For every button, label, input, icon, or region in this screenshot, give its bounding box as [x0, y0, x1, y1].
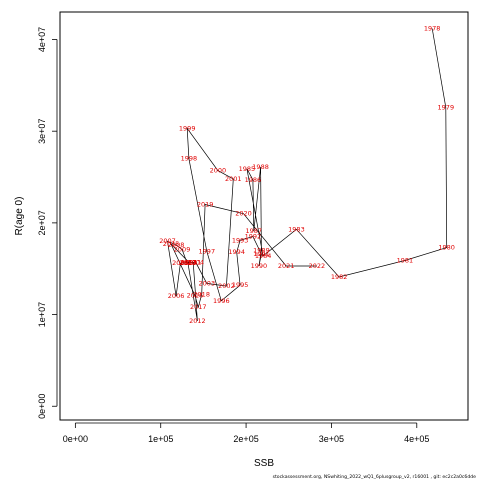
year-label: 2012 [189, 317, 206, 325]
y-tick-label: 4e+07 [37, 27, 47, 52]
y-tick-label: 3e+07 [37, 119, 47, 144]
year-label: 2009 [174, 245, 191, 253]
year-label: 1995 [232, 281, 249, 289]
year-label: 1998 [181, 155, 198, 163]
year-label: 1997 [199, 247, 216, 255]
x-tick-label: 2e+05 [233, 434, 258, 444]
year-label: 2002 [218, 282, 235, 290]
year-label: 2010 [179, 259, 196, 267]
year-label: 1979 [438, 103, 455, 111]
year-label: 2000 [210, 167, 227, 175]
year-label: 1987 [245, 227, 262, 235]
year-label: 2016 [187, 291, 204, 299]
footer-note: stockassessment.org, NSwhiting_2022_wQ1_… [273, 474, 477, 480]
y-tick-label: 1e+07 [37, 302, 47, 327]
year-label: 1993 [232, 236, 249, 244]
year-label: 2013 [180, 259, 197, 267]
year-label: 2003 [199, 279, 216, 287]
year-label: 2001 [225, 175, 242, 183]
year-label: 2020 [235, 210, 252, 218]
year-label: 2021 [278, 262, 295, 270]
x-tick-label: 1e+05 [148, 434, 173, 444]
year-label: 2022 [309, 262, 326, 270]
year-labels: 1978 1979 1980 1981 1982 1983 1984 1985 1986 1987… [159, 25, 455, 325]
year-label: 2011 [185, 258, 202, 266]
year-label: 1982 [331, 273, 348, 281]
year-label: 2006 [168, 292, 185, 300]
year-label: 2015 [163, 240, 180, 248]
year-label: 1991 [253, 250, 270, 258]
year-label: 2018 [193, 290, 210, 298]
year-label: 1990 [251, 262, 268, 270]
stock-recruitment-line [167, 28, 448, 322]
year-label: 1996 [213, 297, 230, 305]
year-label: 2004 [187, 258, 204, 266]
year-label: 1985 [239, 165, 256, 173]
y-axis: 0e+00 1e+07 2e+07 3e+07 4e+07 [37, 27, 58, 419]
y-tick-label: 2e+07 [37, 210, 47, 235]
y-tick-label: 0e+00 [37, 394, 47, 419]
year-label: 2017 [190, 303, 207, 311]
plot-frame [59, 11, 469, 421]
year-label: 2005 [172, 259, 189, 267]
year-label: 1994 [228, 248, 245, 256]
year-label: 2019 [197, 201, 214, 209]
year-label: 1978 [424, 25, 441, 33]
year-label: 1981 [397, 256, 414, 264]
year-label: 1986 [245, 176, 262, 184]
year-label: 1983 [288, 225, 305, 233]
year-label: 2008 [168, 241, 185, 249]
year-label: 1980 [438, 244, 455, 252]
x-axis-title: SSB [254, 458, 274, 469]
x-tick-label: 0e+00 [63, 434, 88, 444]
year-label: 1984 [255, 252, 272, 260]
y-axis-title: R(age 0) [14, 197, 25, 236]
x-tick-label: 3e+05 [319, 434, 344, 444]
year-label: 2007 [159, 237, 176, 245]
x-axis: 0e+00 1e+05 2e+05 3e+05 4e+05 [63, 422, 429, 444]
x-tick-label: 4e+05 [404, 434, 429, 444]
year-label: 1989 [253, 246, 270, 254]
year-label: 1992 [245, 233, 262, 241]
year-label: 2014 [181, 258, 198, 266]
year-label: 1999 [179, 124, 196, 132]
year-label: 1988 [252, 163, 269, 171]
